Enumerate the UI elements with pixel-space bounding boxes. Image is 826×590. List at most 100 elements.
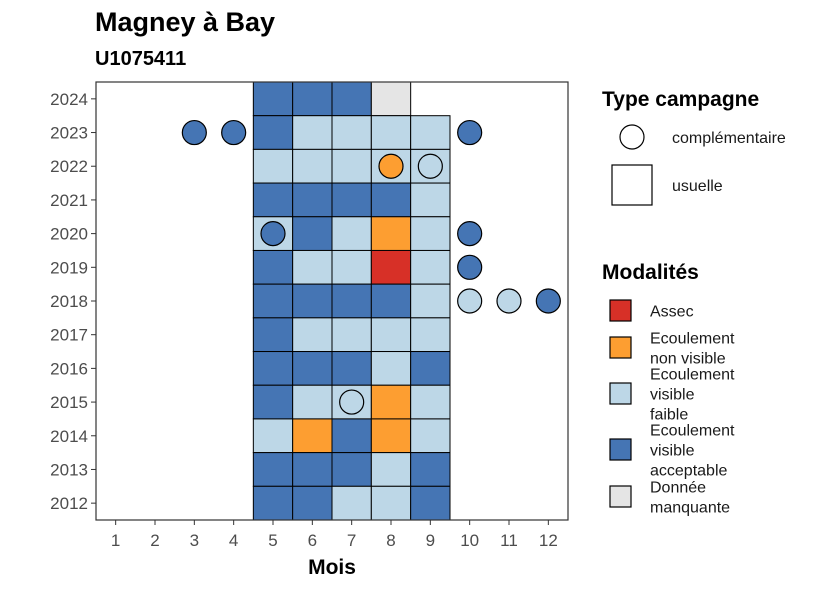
y-tick-label-2012: 2012 bbox=[50, 494, 88, 513]
legend-label-ecoulement_non_visible: Ecoulement non visible bbox=[650, 331, 735, 368]
legend-key-donnee_manquante bbox=[609, 485, 632, 508]
y-tick-label-2023: 2023 bbox=[50, 124, 88, 143]
cell-2014-6 bbox=[292, 418, 333, 454]
x-tick-label-9: 9 bbox=[426, 531, 435, 550]
cell-2012-5 bbox=[252, 485, 294, 521]
cell-2023-9 bbox=[410, 115, 451, 150]
legend-key-ecoulement_non_visible bbox=[609, 336, 632, 359]
cell-2013-7 bbox=[331, 452, 372, 487]
legend-key-ecoulement_visible_acceptable bbox=[609, 438, 632, 461]
cell-2016-7 bbox=[331, 351, 372, 386]
legend-square-symbol bbox=[611, 164, 653, 206]
y-tick-label-2024: 2024 bbox=[50, 90, 88, 109]
cell-2019-8 bbox=[370, 249, 412, 285]
cell-2016-6 bbox=[292, 351, 333, 386]
chart-subtitle: U1075411 bbox=[95, 48, 186, 70]
cell-2015-6 bbox=[292, 384, 333, 420]
y-tick-label-2022: 2022 bbox=[50, 157, 88, 176]
cell-2024-6 bbox=[292, 81, 333, 117]
chart-title: Magney à Bay bbox=[95, 7, 275, 37]
cell-2022-5 bbox=[252, 148, 294, 184]
point-2015-7 bbox=[339, 389, 365, 415]
x-axis-label: Mois bbox=[308, 556, 356, 579]
x-tick-label-7: 7 bbox=[347, 531, 356, 550]
point-2019-10 bbox=[457, 254, 483, 280]
cell-2023-5 bbox=[252, 115, 294, 150]
x-axis: 1 2 3 4 5 6 7 8 9 10 11 12 bbox=[111, 520, 558, 550]
x-tick-label-8: 8 bbox=[386, 531, 395, 550]
cell-2022-6 bbox=[292, 148, 333, 184]
y-tick-label-2013: 2013 bbox=[50, 460, 88, 479]
cell-2018-5 bbox=[252, 283, 294, 319]
cell-2017-9 bbox=[410, 317, 451, 353]
point-2022-9 bbox=[417, 153, 443, 179]
cell-2021-9 bbox=[410, 182, 451, 218]
cell-2020-7 bbox=[331, 216, 372, 251]
cell-2024-8 bbox=[370, 81, 412, 117]
cell-2018-9 bbox=[410, 283, 451, 319]
y-tick-label-2017: 2017 bbox=[50, 326, 88, 345]
point-2023-4 bbox=[221, 119, 247, 146]
cell-2021-8 bbox=[370, 182, 412, 218]
point-2018-11 bbox=[496, 288, 522, 314]
point-2023-10 bbox=[457, 119, 483, 146]
cell-2013-5 bbox=[252, 452, 294, 487]
legend-key-ecoulement_visible_faible bbox=[609, 382, 632, 405]
cell-2020-6 bbox=[292, 216, 333, 251]
x-tick-label-10: 10 bbox=[460, 531, 479, 550]
y-tick-label-2021: 2021 bbox=[50, 191, 88, 210]
y-axis: 2012 2013 2014 2015 2016 2017 2018 2019 2020 2021… bbox=[50, 90, 96, 513]
complementaire-points bbox=[181, 119, 561, 415]
cell-2023-8 bbox=[370, 115, 412, 150]
legend-type-label-complementaire: complémentaire bbox=[672, 130, 786, 147]
cell-2018-7 bbox=[331, 283, 372, 319]
legend-circle-symbol bbox=[619, 124, 645, 150]
cell-2015-8 bbox=[370, 384, 412, 420]
y-tick-label-2016: 2016 bbox=[50, 359, 88, 378]
cell-2019-7 bbox=[331, 249, 372, 285]
cell-2023-7 bbox=[331, 115, 372, 150]
cell-2018-6 bbox=[292, 283, 333, 319]
cell-2019-9 bbox=[410, 249, 451, 285]
legend-type-campagne: Type campagne complémentaire usuelle bbox=[602, 88, 786, 206]
cell-2020-8 bbox=[370, 216, 412, 251]
cell-2024-5 bbox=[252, 81, 294, 117]
cell-2021-6 bbox=[292, 182, 333, 218]
usuelle-cells bbox=[252, 81, 451, 521]
cell-2021-7 bbox=[331, 182, 372, 218]
cell-2017-8 bbox=[370, 317, 412, 353]
x-tick-label-2: 2 bbox=[150, 531, 159, 550]
cell-2016-9 bbox=[410, 351, 451, 386]
y-tick-label-2019: 2019 bbox=[50, 258, 88, 277]
x-tick-label-1: 1 bbox=[111, 531, 120, 550]
cell-2013-6 bbox=[292, 452, 333, 487]
legend-label-donnee_manquante: Donnée manquante bbox=[650, 480, 730, 517]
x-tick-label-6: 6 bbox=[308, 531, 317, 550]
cell-2017-6 bbox=[292, 317, 333, 353]
cell-2021-5 bbox=[252, 182, 294, 218]
y-tick-label-2020: 2020 bbox=[50, 225, 88, 244]
legend-type-label-usuelle: usuelle bbox=[672, 178, 723, 195]
y-tick-label-2015: 2015 bbox=[50, 393, 88, 412]
legend-label-assec: Assec bbox=[650, 304, 694, 321]
cell-2014-7 bbox=[331, 418, 372, 454]
point-2020-10 bbox=[457, 221, 483, 247]
x-tick-label-12: 12 bbox=[539, 531, 558, 550]
x-tick-label-5: 5 bbox=[268, 531, 277, 550]
cell-2014-5 bbox=[252, 418, 294, 454]
x-tick-label-11: 11 bbox=[500, 531, 518, 550]
cell-2019-6 bbox=[292, 249, 333, 285]
cell-2020-9 bbox=[410, 216, 451, 251]
cell-2012-8 bbox=[370, 485, 412, 521]
cell-2018-8 bbox=[370, 283, 412, 319]
legend-modalites-title: Modalités bbox=[602, 261, 699, 284]
x-tick-label-4: 4 bbox=[229, 531, 238, 550]
cell-2013-8 bbox=[370, 452, 412, 487]
cell-2019-5 bbox=[252, 249, 294, 285]
cell-2014-8 bbox=[370, 418, 412, 454]
cell-2015-9 bbox=[410, 384, 451, 420]
cell-2014-9 bbox=[410, 418, 451, 454]
cell-2013-9 bbox=[410, 452, 451, 487]
